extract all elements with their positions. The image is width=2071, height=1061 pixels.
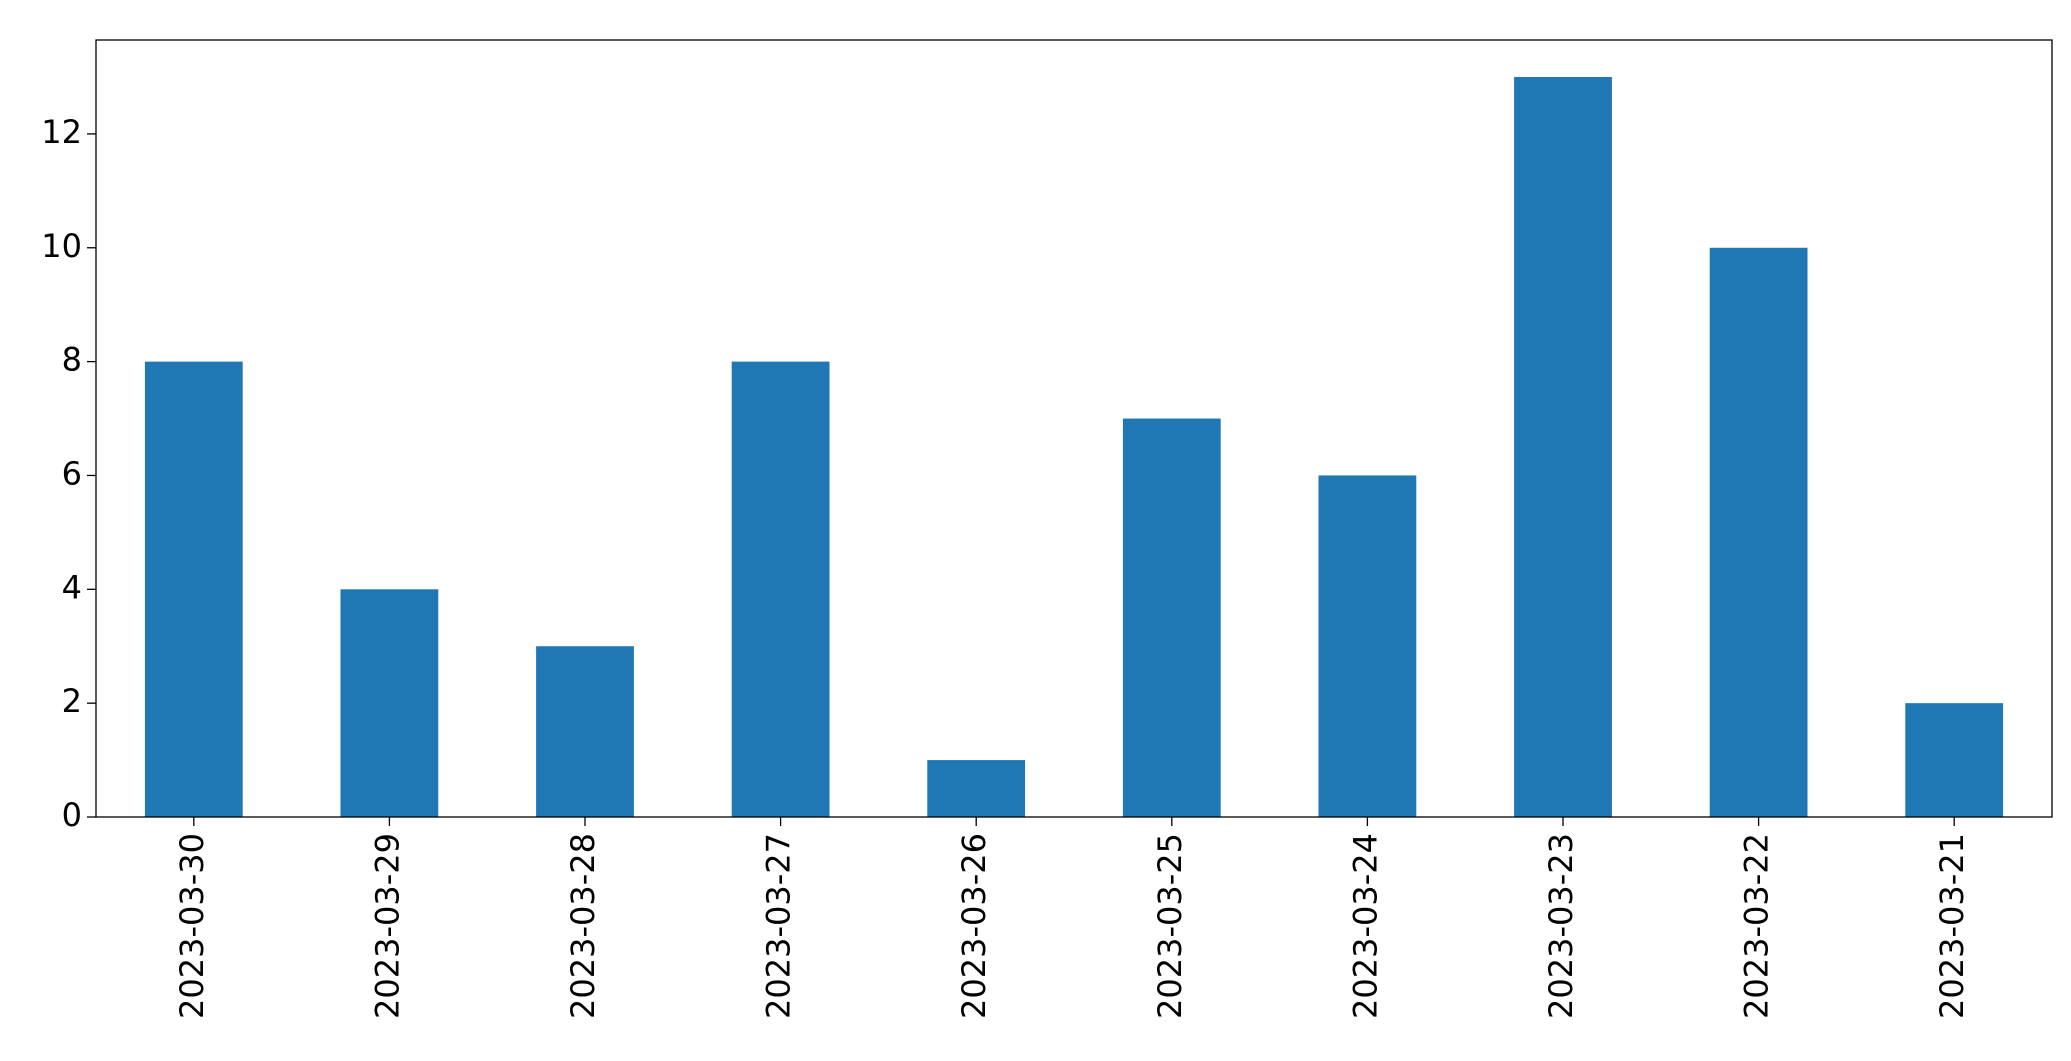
y-tick-label: 4: [62, 568, 82, 606]
x-tick-label: 2023-03-22: [1738, 833, 1776, 1019]
x-tick-label: 2023-03-26: [955, 833, 993, 1019]
x-tick-label: 2023-03-21: [1933, 833, 1971, 1019]
bar: [144, 361, 243, 817]
x-tick-label: 2023-03-30: [173, 833, 211, 1019]
bar: [1318, 475, 1417, 817]
x-tick-label: 2023-03-25: [1151, 833, 1189, 1019]
bar: [731, 361, 830, 817]
plot-frame: [95, 39, 2053, 818]
bar: [1905, 703, 2004, 817]
x-tick-label: 2023-03-28: [564, 833, 602, 1019]
bar: [340, 589, 439, 817]
bar: [1514, 77, 1612, 817]
y-tick-label: 8: [62, 341, 82, 379]
x-tick-label: 2023-03-23: [1542, 833, 1580, 1019]
bar: [536, 646, 634, 817]
bar: [1122, 418, 1221, 817]
y-tick-label: 0: [62, 796, 82, 834]
x-tick-label: 2023-03-27: [760, 833, 798, 1019]
x-tick-label: 2023-03-29: [368, 833, 406, 1019]
y-tick-label: 2: [62, 682, 82, 720]
bar: [1709, 247, 1808, 817]
y-tick-label: 12: [41, 113, 82, 151]
y-tick-label: 6: [62, 454, 82, 492]
x-tick-label: 2023-03-24: [1346, 833, 1384, 1019]
bar: [927, 760, 1026, 817]
y-tick-label: 10: [41, 227, 82, 265]
